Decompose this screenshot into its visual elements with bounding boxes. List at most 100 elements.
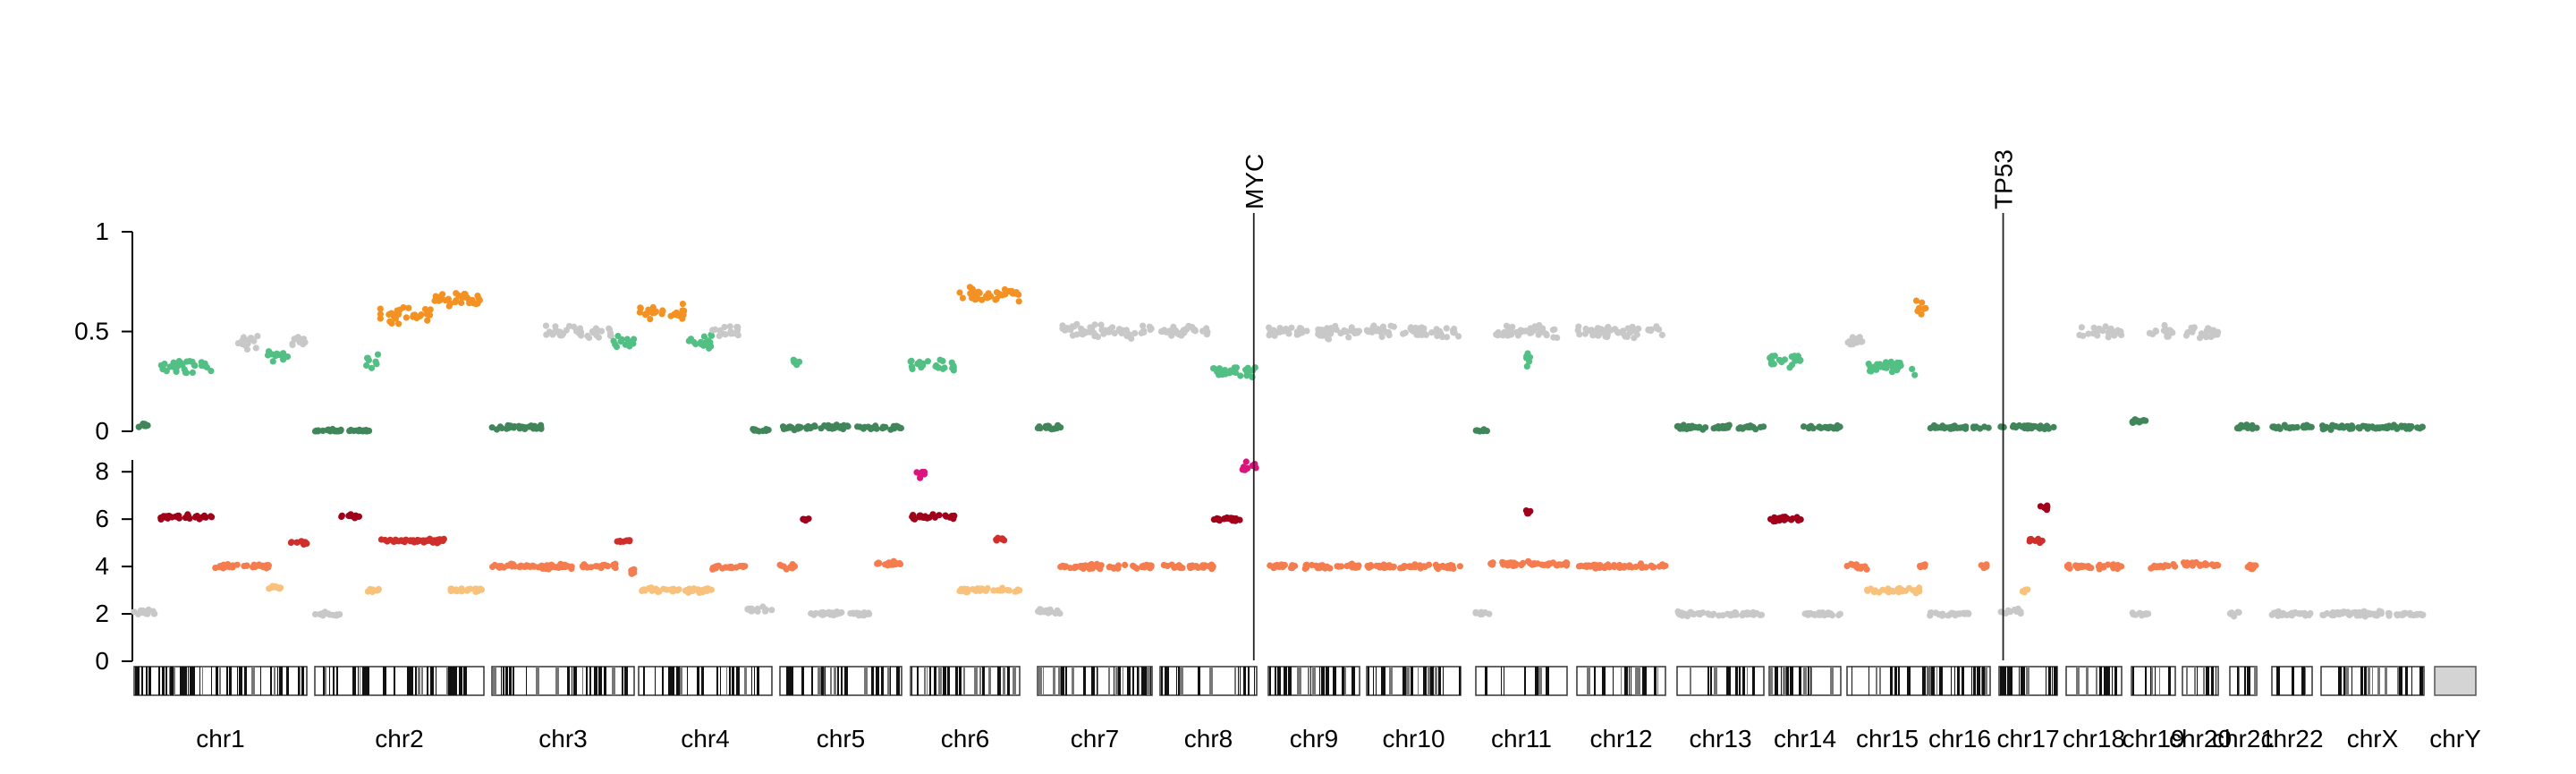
baf-point xyxy=(1717,424,1724,431)
cn-point xyxy=(2250,562,2257,569)
baf-point xyxy=(1433,326,1440,333)
baf-point xyxy=(1658,331,1665,338)
cn-point xyxy=(311,610,319,618)
baf-point xyxy=(453,297,460,304)
cn-point xyxy=(303,540,310,548)
baf-point xyxy=(2244,424,2251,431)
baf-point xyxy=(394,307,401,314)
cn-point xyxy=(684,589,692,596)
cn-point xyxy=(2214,561,2221,569)
ideogram-band xyxy=(148,667,151,695)
ideogram-band xyxy=(2351,667,2352,695)
ideogram-band xyxy=(786,667,790,695)
ideogram-band xyxy=(1234,667,1236,695)
ideogram-band xyxy=(2145,667,2147,695)
cn-point xyxy=(580,561,588,568)
cn-point xyxy=(675,586,682,593)
cn-point xyxy=(555,562,563,570)
ideogram-band xyxy=(680,667,682,695)
ideogram-band xyxy=(1249,667,1250,695)
ideogram-band xyxy=(890,667,891,695)
baf-point xyxy=(1271,332,1278,339)
ideogram-band xyxy=(2151,667,2153,695)
baf-point xyxy=(254,333,261,340)
baf-point xyxy=(1233,364,1241,371)
cn-point xyxy=(2329,608,2336,617)
ideogram-chr17 xyxy=(1998,666,2058,696)
ideogram-band xyxy=(1501,667,1502,695)
baf-point xyxy=(453,290,460,297)
cn-point xyxy=(2172,563,2179,570)
ideogram-band xyxy=(449,667,452,695)
ideogram-band xyxy=(1321,667,1325,695)
ideogram-band xyxy=(139,667,140,695)
baf-point xyxy=(1385,330,1392,337)
ideogram-band xyxy=(1879,667,1881,695)
baf-point xyxy=(586,334,593,342)
baf-point xyxy=(1551,326,1558,333)
cn-point xyxy=(1553,562,1560,569)
ideogram-band xyxy=(1642,667,1645,695)
ideogram-band xyxy=(1982,667,1985,695)
baf-point xyxy=(2189,328,2196,336)
ideogram-band xyxy=(1053,667,1054,695)
chromosome-label: chr7 xyxy=(1071,725,1119,753)
ideogram-band xyxy=(2003,667,2006,695)
cn-point xyxy=(2042,503,2049,510)
baf-point xyxy=(948,359,955,366)
baf-point xyxy=(1180,327,1187,335)
ideogram-band xyxy=(757,667,759,695)
ideogram-band xyxy=(612,667,615,695)
baf-point xyxy=(1140,322,1147,329)
ideogram-band xyxy=(1587,667,1590,695)
baf-point xyxy=(563,327,570,334)
cn-point xyxy=(783,566,790,573)
baf-point xyxy=(726,323,733,330)
ideogram-band xyxy=(216,667,218,695)
ideogram-band xyxy=(463,667,467,695)
cn-point xyxy=(1706,611,1713,618)
cn-point xyxy=(1983,563,1990,570)
ideogram-band xyxy=(1621,667,1622,695)
baf-point xyxy=(445,302,453,310)
baf-point xyxy=(1847,341,1854,348)
cn-point xyxy=(1710,610,1717,617)
ideogram-band xyxy=(2385,667,2387,695)
baf-point xyxy=(558,332,566,339)
cn-tick-label: 4 xyxy=(95,552,109,580)
cn-point xyxy=(333,611,340,618)
ideogram-band xyxy=(180,667,183,695)
cn-point xyxy=(562,564,569,571)
baf-point xyxy=(753,427,760,434)
baf-point xyxy=(1131,329,1139,336)
ideogram-chr1 xyxy=(133,666,308,696)
ideogram-band xyxy=(801,667,804,695)
ideogram-body xyxy=(1366,666,1462,696)
ideogram-band xyxy=(927,667,928,695)
cn-point xyxy=(1420,563,1428,570)
cn-point xyxy=(1580,563,1588,570)
cn-point xyxy=(1106,563,1114,571)
ideogram-chr14 xyxy=(1768,666,1842,696)
baf-point xyxy=(493,426,501,433)
cn-point xyxy=(2038,537,2046,544)
baf-point xyxy=(2027,422,2034,430)
cn-point xyxy=(874,560,881,567)
baf-point xyxy=(400,304,407,311)
cn-point xyxy=(2270,609,2277,617)
ideogram-band xyxy=(2099,667,2102,695)
ideogram-band xyxy=(1613,667,1614,695)
ideogram-body xyxy=(1475,666,1568,696)
baf-point xyxy=(1296,325,1303,332)
baf-point xyxy=(191,362,199,370)
ideogram-band xyxy=(1799,667,1801,695)
cn-point xyxy=(2307,609,2314,617)
chromosome-label: chr21 xyxy=(2212,725,2275,753)
cn-point xyxy=(1232,517,1239,524)
ideogram-band xyxy=(1930,667,1931,695)
ideogram-band xyxy=(336,667,338,695)
ideogram-band xyxy=(1038,667,1042,695)
baf-point xyxy=(427,306,434,313)
cn-point xyxy=(788,565,795,572)
cn-point xyxy=(2095,563,2102,570)
